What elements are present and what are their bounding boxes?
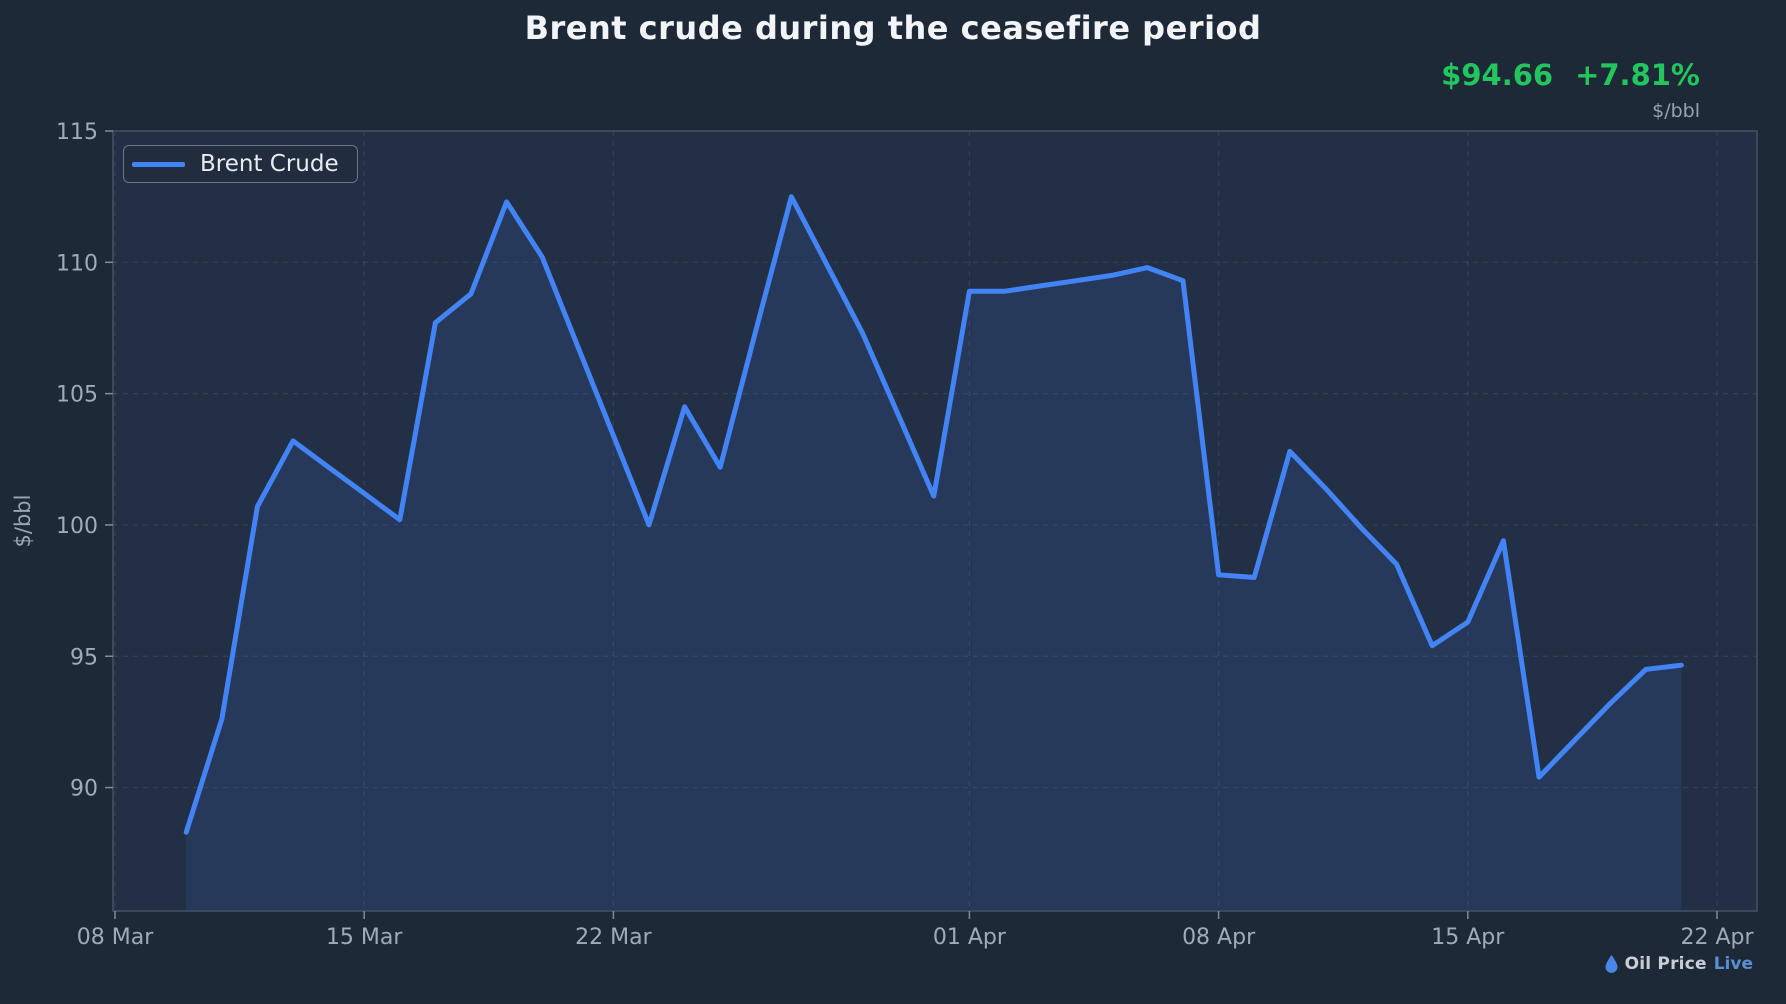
- price-readout: $94.66 +7.81%: [1441, 58, 1700, 92]
- price-change: +7.81%: [1575, 58, 1700, 92]
- oil-price-live-watermark: Oil Price Live: [1605, 954, 1753, 974]
- x-tick-label: 08 Apr: [1182, 925, 1256, 950]
- price-value: $94.66: [1441, 58, 1554, 92]
- y-tick-label: 110: [56, 251, 98, 276]
- plot-area[interactable]: [113, 131, 1757, 911]
- y-axis-title: $/bbl: [11, 494, 35, 548]
- plot-border: [112, 130, 1758, 912]
- legend[interactable]: Brent Crude: [123, 145, 358, 183]
- x-tick-label: 15 Apr: [1431, 925, 1505, 950]
- unit-label-top-right: $/bbl: [1652, 100, 1700, 122]
- y-tick-label: 90: [70, 777, 98, 802]
- watermark-brand-accent: Live: [1713, 954, 1753, 974]
- brent-crude-area: [186, 196, 1682, 911]
- x-tick-label: 08 Mar: [77, 925, 154, 950]
- chart-title: Brent crude during the ceasefire period: [524, 9, 1262, 47]
- legend-label: Brent Crude: [200, 151, 339, 177]
- brent-crude-line: [183, 194, 1684, 835]
- brent-crude-line-swatch: [132, 161, 185, 167]
- y-tick-label: 100: [56, 514, 98, 539]
- x-tick-label: 15 Mar: [326, 925, 403, 950]
- y-tick-label: 105: [56, 383, 98, 408]
- x-tick-label: 22 Apr: [1680, 925, 1754, 950]
- y-tick-label: 115: [56, 120, 98, 145]
- x-tick-label: 22 Mar: [575, 925, 652, 950]
- y-tick-label: 95: [70, 645, 98, 670]
- watermark-brand: Oil Price: [1624, 954, 1707, 974]
- x-tick-label: 01 Apr: [933, 925, 1007, 950]
- droplet-icon: [1605, 955, 1618, 973]
